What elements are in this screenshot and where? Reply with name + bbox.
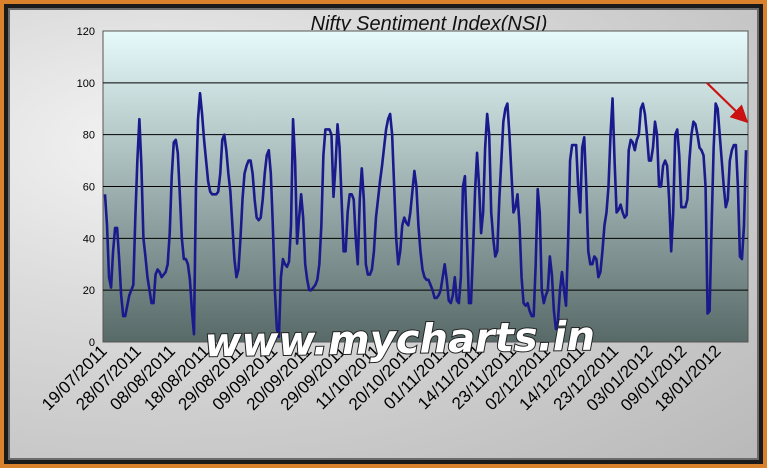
y-tick-label: 120 — [77, 26, 95, 38]
y-tick-label: 100 — [77, 78, 95, 90]
watermark-text: www.mycharts.in — [204, 314, 595, 367]
chart-title: Nifty Sentiment Index(NSI) — [311, 13, 548, 35]
y-tick-label: 80 — [83, 130, 95, 142]
red-arrow-annotation — [706, 82, 749, 124]
y-tick-label: 40 — [83, 233, 95, 245]
series-line-nsi — [103, 91, 748, 339]
y-tick-label: 60 — [83, 182, 95, 194]
gridlines — [103, 82, 748, 291]
y-tick-label: 0 — [89, 337, 95, 349]
y-axis-tick-labels: 0 20 40 60 80 100 120 — [77, 26, 95, 349]
y-tick-label: 20 — [83, 285, 95, 297]
